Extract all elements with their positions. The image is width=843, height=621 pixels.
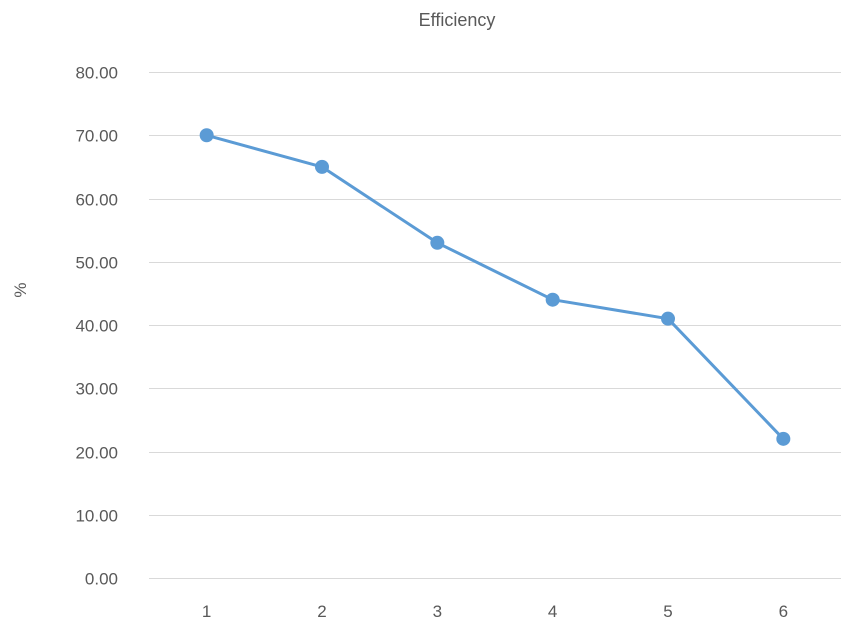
y-tick-label: 0.00 [85,570,118,589]
y-tick-label: 50.00 [75,254,118,273]
chart-title: Efficiency [419,10,496,30]
y-tick-label: 40.00 [75,317,118,336]
series-group [199,128,791,446]
y-tick-label: 60.00 [75,191,118,210]
x-tick-label: 2 [317,602,326,621]
y-tick-label: 30.00 [75,380,118,399]
y-tick-label: 80.00 [75,64,118,83]
data-point [430,235,445,250]
x-axis-ticks: 1 2 3 4 5 6 [202,602,788,621]
x-tick-label: 6 [779,602,788,621]
y-tick-label: 70.00 [75,127,118,146]
x-tick-label: 4 [548,602,557,621]
y-axis-ticks: 0.00 10.00 20.00 30.00 40.00 50.00 60.00 70.00 8… [75,64,118,589]
x-tick-label: 1 [202,602,211,621]
data-point [776,431,791,446]
data-point [199,128,214,143]
data-point [315,159,329,174]
data-point [661,311,675,326]
y-tick-label: 10.00 [75,507,118,526]
x-tick-label: 3 [433,602,442,621]
y-tick-label: 20.00 [75,444,118,463]
x-tick-label: 5 [663,602,672,621]
data-point [545,292,560,307]
gridlines [149,72,841,579]
series-line [205,133,785,441]
y-axis-label: % [11,282,30,297]
